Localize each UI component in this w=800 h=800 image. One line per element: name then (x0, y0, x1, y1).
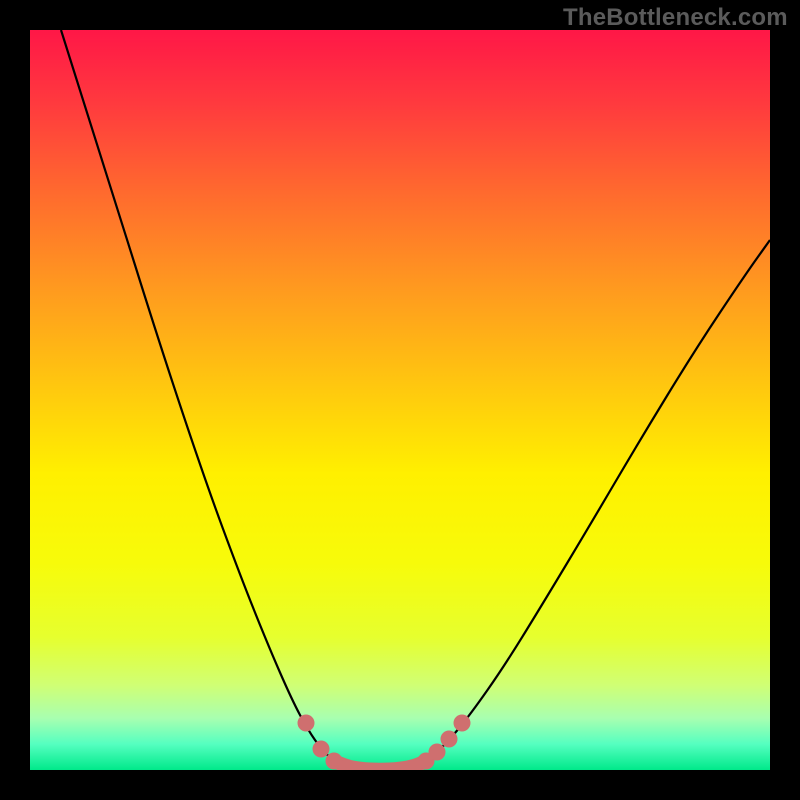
bottleneck-curve (61, 30, 770, 770)
chart-svg (0, 0, 800, 800)
highlight-marker (298, 715, 315, 732)
watermark-text: TheBottleneck.com (563, 4, 788, 32)
highlight-marker (441, 731, 458, 748)
highlight-marker (454, 715, 471, 732)
highlight-marker (313, 741, 330, 758)
highlight-marker (429, 744, 446, 761)
highlight-bottom-segment (334, 761, 426, 770)
highlight-marker (326, 753, 343, 770)
